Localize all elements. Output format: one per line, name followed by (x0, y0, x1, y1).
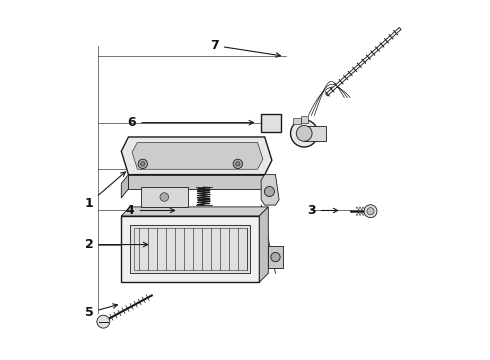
Circle shape (291, 120, 318, 147)
Bar (130, 225, 250, 273)
Circle shape (296, 126, 312, 141)
Bar (304, 126, 326, 140)
Circle shape (160, 193, 169, 201)
Circle shape (265, 186, 274, 197)
Polygon shape (259, 207, 269, 282)
Text: 2: 2 (85, 238, 148, 251)
Circle shape (97, 315, 110, 328)
Bar (294, 118, 301, 125)
Bar (122, 216, 259, 282)
Polygon shape (122, 207, 269, 216)
Bar (134, 228, 247, 270)
Polygon shape (122, 137, 272, 175)
Text: 4: 4 (126, 204, 174, 217)
Circle shape (367, 208, 374, 215)
Text: 5: 5 (85, 304, 118, 319)
Circle shape (236, 162, 240, 166)
Polygon shape (122, 175, 141, 189)
Polygon shape (128, 175, 265, 189)
Polygon shape (269, 246, 283, 268)
Circle shape (141, 162, 145, 166)
Polygon shape (261, 175, 279, 205)
Circle shape (138, 159, 147, 168)
Polygon shape (132, 142, 263, 169)
Text: 7: 7 (210, 39, 280, 57)
Bar (261, 114, 281, 132)
Circle shape (364, 205, 377, 218)
Bar (300, 116, 309, 123)
Circle shape (233, 159, 243, 168)
Text: 3: 3 (307, 204, 338, 217)
Bar (141, 187, 188, 207)
Text: 6: 6 (128, 116, 253, 129)
Circle shape (271, 252, 280, 262)
Text: 1: 1 (85, 172, 125, 210)
Polygon shape (122, 175, 128, 198)
